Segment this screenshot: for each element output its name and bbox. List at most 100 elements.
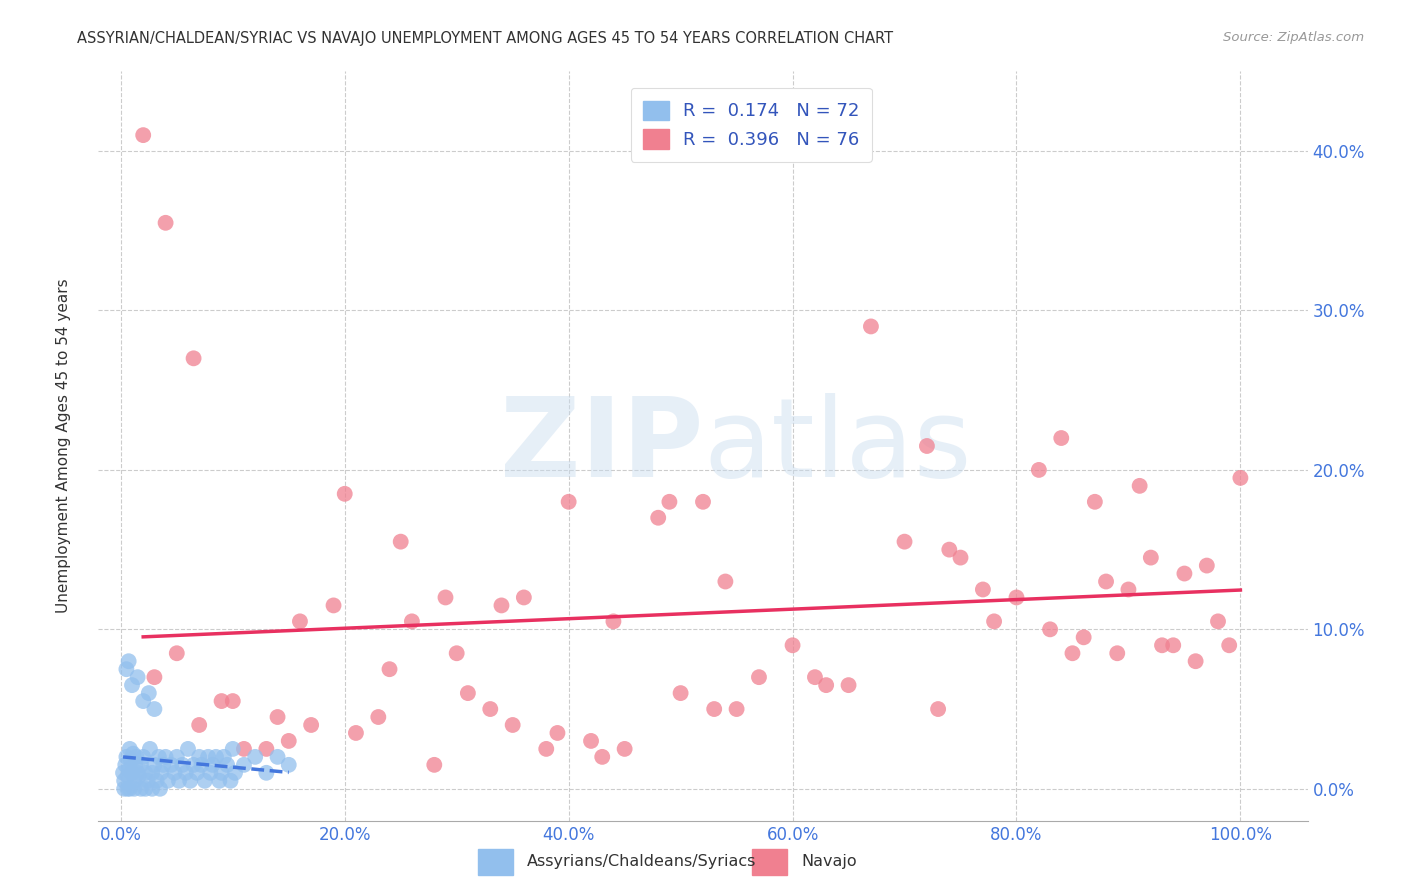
- Point: [122, 781, 145, 796]
- Point: [121, 765, 143, 780]
- Point: [322, 599, 344, 613]
- Point: [194, 773, 217, 788]
- Point: [200, 765, 222, 780]
- Text: Assyrians/Chaldeans/Syriacs: Assyrians/Chaldeans/Syriacs: [527, 854, 756, 869]
- Point: [122, 773, 145, 788]
- Point: [139, 742, 162, 756]
- Point: [222, 694, 245, 708]
- Point: [134, 781, 156, 796]
- Point: [1107, 646, 1129, 660]
- Point: [211, 694, 233, 708]
- Point: [344, 726, 367, 740]
- Point: [166, 750, 188, 764]
- Text: ZIP: ZIP: [499, 392, 703, 500]
- Point: [479, 702, 502, 716]
- Point: [127, 670, 149, 684]
- Point: [378, 662, 401, 676]
- Point: [536, 742, 558, 756]
- Point: [143, 702, 166, 716]
- Point: [212, 750, 235, 764]
- Point: [118, 654, 141, 668]
- Point: [1050, 431, 1073, 445]
- Point: [457, 686, 479, 700]
- Point: [188, 750, 211, 764]
- Point: [118, 742, 141, 756]
- Point: [725, 702, 748, 716]
- Point: [197, 750, 219, 764]
- Point: [557, 495, 579, 509]
- Point: [1095, 574, 1118, 589]
- Text: Unemployment Among Ages 45 to 54 years: Unemployment Among Ages 45 to 54 years: [56, 278, 70, 614]
- Point: [1028, 463, 1050, 477]
- Point: [172, 757, 194, 772]
- Point: [748, 670, 770, 684]
- Point: [938, 542, 960, 557]
- Point: [141, 765, 163, 780]
- Point: [186, 765, 208, 780]
- Point: [266, 710, 288, 724]
- Point: [389, 534, 412, 549]
- Point: [804, 670, 827, 684]
- Point: [155, 216, 177, 230]
- Point: [1129, 479, 1152, 493]
- Point: [266, 750, 288, 764]
- Bar: [752, 849, 787, 875]
- Point: [128, 769, 150, 783]
- Point: [254, 742, 277, 756]
- Legend: R =  0.174   N = 72, R =  0.396   N = 76: R = 0.174 N = 72, R = 0.396 N = 76: [631, 88, 872, 162]
- Point: [782, 638, 804, 652]
- Point: [129, 781, 152, 796]
- Point: [125, 750, 148, 764]
- Point: [1229, 471, 1251, 485]
- Point: [838, 678, 860, 692]
- Point: [1062, 646, 1084, 660]
- Point: [502, 718, 524, 732]
- Point: [222, 742, 245, 756]
- Point: [277, 757, 299, 772]
- Point: [117, 769, 139, 783]
- Point: [120, 753, 142, 767]
- Point: [155, 750, 177, 764]
- Point: [143, 757, 166, 772]
- Point: [434, 591, 457, 605]
- Point: [243, 750, 266, 764]
- Point: [1161, 638, 1184, 652]
- Text: Source: ZipAtlas.com: Source: ZipAtlas.com: [1223, 31, 1364, 45]
- Point: [915, 439, 938, 453]
- Point: [983, 615, 1005, 629]
- Point: [299, 718, 322, 732]
- Point: [148, 750, 170, 764]
- Point: [1005, 591, 1028, 605]
- Point: [132, 750, 155, 764]
- Point: [613, 742, 636, 756]
- Bar: [478, 849, 513, 875]
- Point: [1206, 615, 1229, 629]
- Point: [217, 757, 239, 772]
- Point: [177, 742, 200, 756]
- Point: [669, 686, 692, 700]
- Point: [115, 662, 138, 676]
- Point: [174, 765, 197, 780]
- Point: [112, 781, 135, 796]
- Text: ASSYRIAN/CHALDEAN/SYRIAC VS NAVAJO UNEMPLOYMENT AMONG AGES 45 TO 54 YEARS CORREL: ASSYRIAN/CHALDEAN/SYRIAC VS NAVAJO UNEMP…: [77, 31, 893, 46]
- Point: [124, 757, 146, 772]
- Text: Navajo: Navajo: [801, 854, 858, 869]
- Point: [1118, 582, 1140, 597]
- Point: [127, 765, 149, 780]
- Point: [254, 765, 277, 780]
- Point: [117, 781, 139, 796]
- Point: [1184, 654, 1206, 668]
- Point: [893, 534, 915, 549]
- Point: [167, 773, 190, 788]
- Point: [647, 510, 669, 524]
- Point: [132, 694, 155, 708]
- Point: [1218, 638, 1240, 652]
- Point: [115, 750, 138, 764]
- Point: [333, 487, 356, 501]
- Point: [579, 734, 602, 748]
- Point: [143, 670, 166, 684]
- Point: [703, 702, 725, 716]
- Point: [122, 747, 145, 761]
- Point: [591, 750, 613, 764]
- Point: [224, 765, 246, 780]
